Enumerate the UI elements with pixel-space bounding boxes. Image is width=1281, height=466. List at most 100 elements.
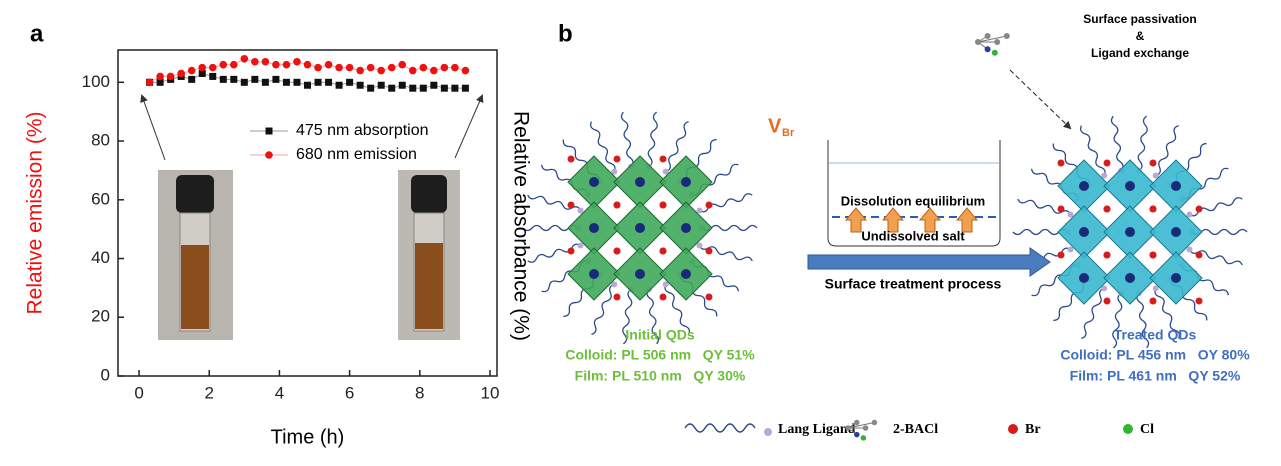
marker xyxy=(293,78,301,86)
marker xyxy=(451,84,459,92)
marker xyxy=(408,66,417,75)
bond xyxy=(847,422,875,429)
legend-label: 2-BACl xyxy=(893,422,938,437)
marker xyxy=(387,63,396,72)
vacancy-label: V xyxy=(768,115,782,137)
atom xyxy=(567,247,575,255)
arrow xyxy=(140,94,166,161)
atom xyxy=(589,223,599,233)
bond xyxy=(977,35,1007,43)
marker xyxy=(377,81,385,89)
marker xyxy=(261,78,269,86)
atom xyxy=(1125,273,1135,283)
x-tick-label: 4 xyxy=(275,383,284,402)
atom xyxy=(1003,33,1010,39)
legend-ligand-head xyxy=(764,428,772,436)
atom xyxy=(659,201,667,209)
marker xyxy=(440,63,449,72)
ligand xyxy=(1136,292,1150,349)
y-tick-label: 20 xyxy=(91,307,110,326)
marker xyxy=(177,69,185,78)
marker xyxy=(261,57,270,66)
atom xyxy=(635,177,645,187)
atom xyxy=(1057,251,1065,259)
legend-label: Br xyxy=(1025,422,1041,437)
annotation: Ligand exchange xyxy=(1091,46,1189,60)
marker xyxy=(303,60,312,69)
y-tick-label: 60 xyxy=(91,189,110,208)
marker xyxy=(346,78,354,86)
marker xyxy=(440,84,448,92)
marker xyxy=(377,66,385,75)
marker xyxy=(324,60,333,69)
marker xyxy=(282,60,291,69)
atom xyxy=(1079,181,1089,191)
atom xyxy=(613,155,621,163)
atom xyxy=(1195,205,1203,213)
x-tick-label: 0 xyxy=(134,383,143,402)
upward-arrows xyxy=(844,207,979,233)
atom xyxy=(613,201,621,209)
ligand-head xyxy=(611,168,618,175)
atom xyxy=(994,39,1001,45)
marker xyxy=(398,60,407,69)
ligand xyxy=(1110,115,1124,172)
marker xyxy=(145,78,154,87)
arrow xyxy=(454,94,484,159)
atom xyxy=(1149,205,1157,213)
atom xyxy=(1149,159,1157,167)
legend-label: 680 nm emission xyxy=(296,146,417,163)
vial-photo xyxy=(158,170,233,340)
legend-label: 475 nm absorption xyxy=(296,122,429,139)
beaker-label: Dissolution equilibrium xyxy=(841,193,985,208)
ligand xyxy=(1154,288,1181,339)
marker xyxy=(198,63,207,72)
marker xyxy=(304,81,311,89)
atom xyxy=(1103,251,1111,259)
y-tick-label: 40 xyxy=(91,248,110,267)
molecule-icon xyxy=(975,33,1010,56)
ligand xyxy=(1081,287,1105,340)
ligand-head xyxy=(1067,211,1074,218)
marker xyxy=(230,60,238,69)
x-tick-label: 10 xyxy=(481,383,500,402)
atom xyxy=(845,425,851,431)
marker xyxy=(272,60,280,69)
atom xyxy=(613,247,621,255)
vial-photo xyxy=(398,170,460,340)
atom xyxy=(854,431,860,438)
atom xyxy=(567,201,575,209)
atom xyxy=(635,269,645,279)
marker xyxy=(335,81,343,89)
y-tick-label: 80 xyxy=(91,131,110,150)
marker xyxy=(398,81,406,89)
marker xyxy=(251,57,259,66)
atom xyxy=(659,247,667,255)
atom xyxy=(1195,297,1203,305)
ligand-head xyxy=(662,168,669,175)
ligand-head xyxy=(577,242,584,249)
arrow xyxy=(1009,69,1072,130)
marker xyxy=(409,84,417,92)
marker xyxy=(419,84,427,92)
ligand-head xyxy=(1067,246,1074,253)
atom xyxy=(613,293,621,301)
ligand-head xyxy=(696,207,703,214)
atom xyxy=(659,155,667,163)
atom xyxy=(659,293,667,301)
marker xyxy=(156,78,164,86)
ligand-head xyxy=(611,281,618,288)
atom xyxy=(871,419,878,426)
marker xyxy=(367,84,375,92)
marker xyxy=(251,75,259,83)
atom xyxy=(567,155,575,163)
marker xyxy=(198,69,206,77)
atom xyxy=(589,177,599,187)
marker xyxy=(345,63,354,72)
atom xyxy=(1057,159,1065,167)
marker xyxy=(419,63,428,72)
annotation: Surface passivation xyxy=(1083,12,1196,26)
marker xyxy=(325,78,333,86)
marker xyxy=(461,84,469,92)
ligand-head xyxy=(1186,211,1193,218)
